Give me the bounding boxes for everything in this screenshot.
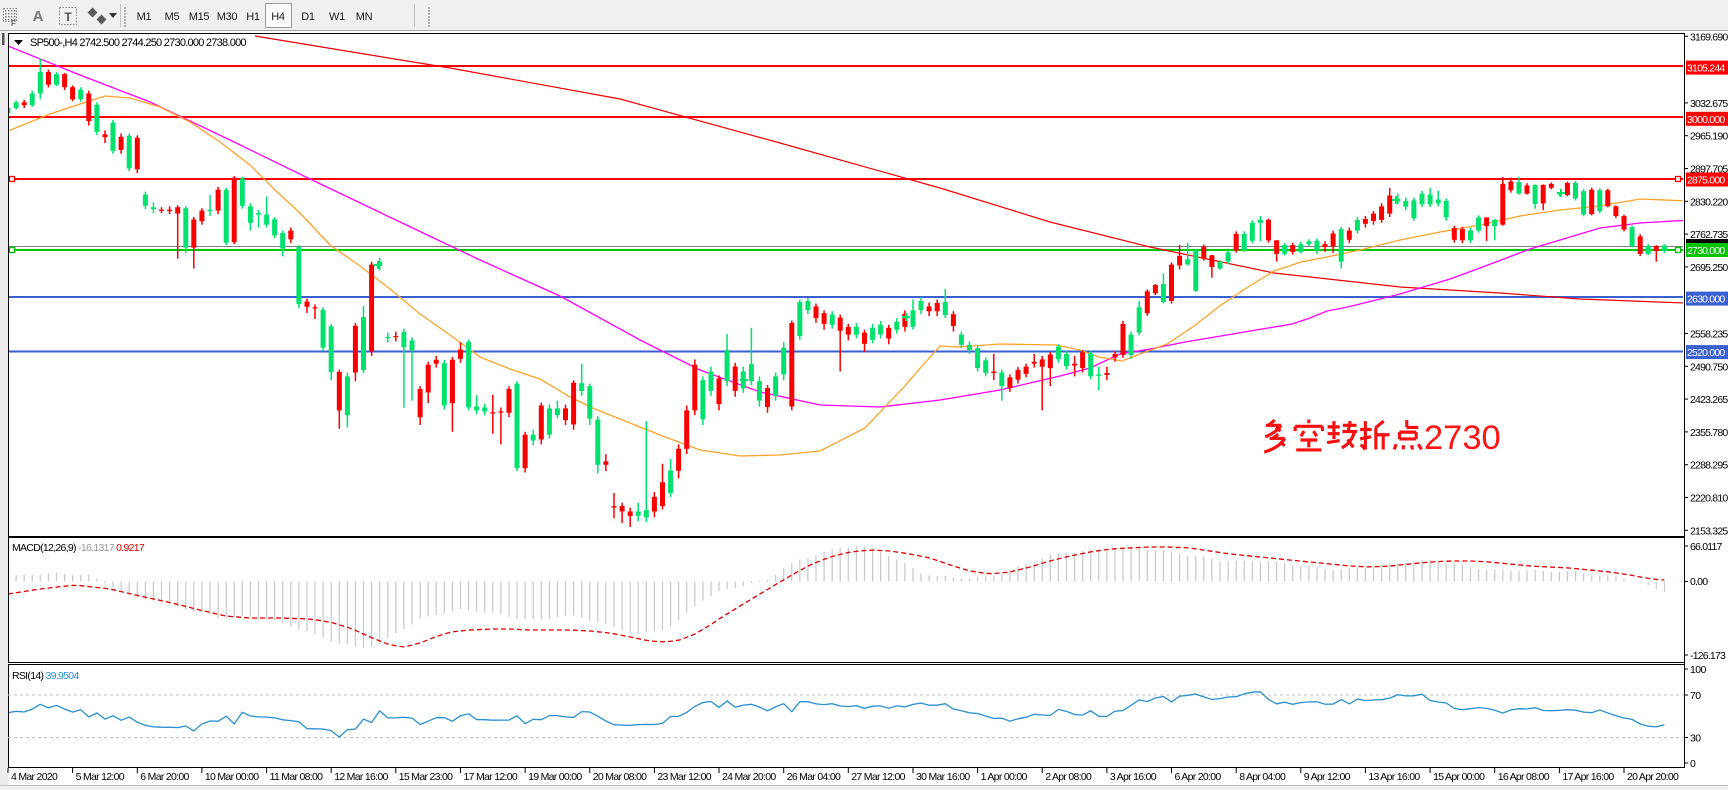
svg-text:2730.000: 2730.000 (1687, 245, 1725, 257)
svg-text:2288.295: 2288.295 (1690, 460, 1728, 472)
svg-text:2153.325: 2153.325 (1690, 525, 1728, 537)
svg-text:66.0117: 66.0117 (1690, 541, 1723, 553)
svg-text:M15: M15 (189, 11, 210, 23)
svg-text:11 Mar 08:00: 11 Mar 08:00 (270, 771, 324, 783)
svg-text:F: F (11, 19, 16, 28)
svg-text:23 Mar 12:00: 23 Mar 12:00 (657, 771, 711, 783)
svg-text:8 Apr 04:00: 8 Apr 04:00 (1239, 771, 1286, 783)
svg-text:H1: H1 (246, 11, 260, 23)
svg-text:2730: 2730 (1424, 419, 1501, 457)
svg-text:16 Apr 08:00: 16 Apr 08:00 (1498, 771, 1550, 783)
svg-text:D1: D1 (301, 11, 315, 23)
svg-text:M1: M1 (137, 11, 152, 23)
svg-text:2 Apr 08:00: 2 Apr 08:00 (1045, 771, 1092, 783)
svg-text:2220.810: 2220.810 (1690, 493, 1728, 505)
svg-text:H4: H4 (271, 11, 285, 23)
svg-text:2695.250: 2695.250 (1690, 262, 1728, 274)
svg-text:3000.000: 3000.000 (1687, 114, 1725, 126)
svg-text:SP500-,H4 2742.500 2744.250 2: SP500-,H4 2742.500 2744.250 2730.000 273… (30, 37, 246, 49)
svg-text:0: 0 (1690, 758, 1696, 770)
svg-text:MN: MN (356, 11, 373, 23)
svg-text:17 Mar 12:00: 17 Mar 12:00 (464, 771, 518, 783)
svg-text:100: 100 (1690, 664, 1706, 676)
svg-text:30: 30 (1690, 733, 1701, 745)
svg-text:3169.690: 3169.690 (1690, 31, 1728, 43)
svg-text:2630.000: 2630.000 (1687, 294, 1725, 306)
svg-text:70: 70 (1690, 690, 1701, 702)
svg-text:4 Mar 2020: 4 Mar 2020 (11, 771, 58, 783)
svg-text:-126.173: -126.173 (1690, 650, 1726, 662)
svg-text:2762.735: 2762.735 (1690, 229, 1728, 241)
svg-text:2490.750: 2490.750 (1690, 361, 1728, 373)
svg-text:W1: W1 (329, 11, 345, 23)
svg-text:A: A (33, 8, 44, 25)
svg-text:15 Apr 00:00: 15 Apr 00:00 (1433, 771, 1485, 783)
svg-text:12 Mar 16:00: 12 Mar 16:00 (334, 771, 388, 783)
svg-text:3 Apr 16:00: 3 Apr 16:00 (1110, 771, 1157, 783)
svg-text:10 Mar 00:00: 10 Mar 00:00 (205, 771, 259, 783)
svg-text:19 Mar 00:00: 19 Mar 00:00 (528, 771, 582, 783)
svg-text:17 Apr 16:00: 17 Apr 16:00 (1562, 771, 1614, 783)
svg-text:M5: M5 (165, 11, 180, 23)
svg-text:3032.675: 3032.675 (1690, 98, 1728, 110)
svg-text:2520.000: 2520.000 (1687, 347, 1725, 359)
svg-text:2830.220: 2830.220 (1690, 196, 1728, 208)
svg-text:6 Apr 20:00: 6 Apr 20:00 (1175, 771, 1222, 783)
svg-text:9 Apr 12:00: 9 Apr 12:00 (1304, 771, 1351, 783)
svg-text:6 Mar 20:00: 6 Mar 20:00 (140, 771, 189, 783)
svg-text:2875.000: 2875.000 (1687, 175, 1725, 187)
svg-text:15 Mar 23:00: 15 Mar 23:00 (399, 771, 453, 783)
svg-text:2558.235: 2558.235 (1690, 329, 1728, 341)
svg-text:26 Mar 04:00: 26 Mar 04:00 (787, 771, 841, 783)
svg-text:13 Apr 16:00: 13 Apr 16:00 (1368, 771, 1420, 783)
svg-text:27 Mar 12:00: 27 Mar 12:00 (851, 771, 905, 783)
svg-text:2355.780: 2355.780 (1690, 427, 1728, 439)
svg-text:0.00: 0.00 (1690, 576, 1708, 588)
svg-text:T: T (64, 10, 72, 24)
svg-text:24 Mar 20:00: 24 Mar 20:00 (722, 771, 776, 783)
svg-text:MACD(12,26,9) -16.1317 0.9217: MACD(12,26,9) -16.1317 0.9217 (12, 542, 145, 554)
svg-text:1 Apr 00:00: 1 Apr 00:00 (981, 771, 1028, 783)
svg-text:5 Mar 12:00: 5 Mar 12:00 (76, 771, 125, 783)
svg-text:20 Mar 08:00: 20 Mar 08:00 (593, 771, 647, 783)
svg-text:RSI(14) 39.9504: RSI(14) 39.9504 (12, 670, 79, 682)
svg-text:20 Apr 20:00: 20 Apr 20:00 (1627, 771, 1679, 783)
svg-text:2965.190: 2965.190 (1690, 131, 1728, 143)
svg-text:3105.244: 3105.244 (1687, 63, 1725, 75)
svg-text:M30: M30 (217, 11, 238, 23)
svg-text:2423.265: 2423.265 (1690, 394, 1728, 406)
svg-text:30 Mar 16:00: 30 Mar 16:00 (916, 771, 970, 783)
